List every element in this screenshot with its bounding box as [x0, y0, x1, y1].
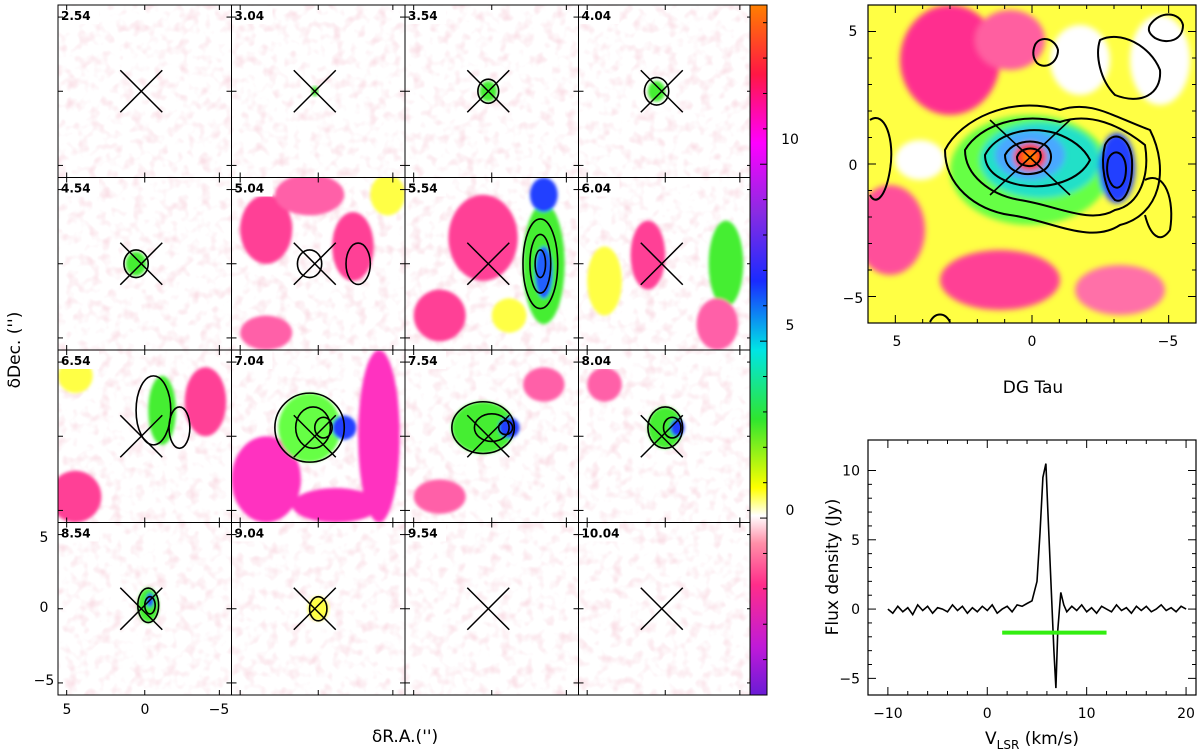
grid-y-label: δDec. ('') — [5, 312, 25, 389]
colorbar-tick-label: 5 — [786, 318, 795, 334]
moment-y-tick: −5 — [843, 291, 864, 307]
velocity-label: 7.04 — [235, 354, 265, 368]
moment-x-tick: −5 — [1158, 334, 1179, 350]
moment-x-tick: 5 — [893, 334, 902, 350]
channel-panel: 8.04 — [579, 350, 753, 523]
velocity-label: 3.54 — [408, 9, 438, 23]
channel-panel: 6.54 — [49, 350, 231, 523]
colorbar-tick-label: 10 — [781, 132, 799, 148]
moment-map-title: DG Tau — [1003, 378, 1063, 398]
grid-y-tick: 0 — [40, 600, 49, 616]
channel-panel: 7.04 — [232, 350, 406, 523]
grid-y-tick: 5 — [40, 530, 49, 546]
spectrum-x-tick: −10 — [873, 706, 903, 722]
velocity-label: 6.04 — [582, 182, 612, 196]
grid-x-tick: 0 — [141, 702, 150, 718]
spectrum-y-tick: 0 — [851, 602, 860, 618]
channel-panel: 8.54 — [58, 523, 232, 696]
channel-panel: 10.04 — [579, 523, 753, 696]
channel-panel: 5.04 — [232, 174, 406, 350]
spectrum-x-tick: 10 — [1078, 706, 1096, 722]
colorbar: 0 5 10 — [750, 5, 799, 695]
channel-panel: 3.04 — [232, 5, 406, 178]
channel-panel: 4.04 — [579, 5, 753, 178]
grid-x-tick: −5 — [209, 702, 230, 718]
figure: 2.54 3.04 3.54 4.04 4.54 5.04 5.54 6.04 6.54 7.04… — [0, 0, 1200, 753]
spectrum-plot: −10 0 10 20 −5 0 5 10 Flux density (Jy) VLSR (k… — [823, 440, 1196, 752]
velocity-label: 2.54 — [61, 9, 91, 23]
velocity-label: 8.04 — [582, 354, 612, 368]
velocity-label: 5.04 — [235, 182, 265, 196]
channel-panel: 4.54 — [58, 178, 232, 351]
spectrum-x-label: VLSR (km/s) — [985, 729, 1079, 752]
velocity-label: 4.54 — [61, 182, 91, 196]
spectrum-x-tick: 20 — [1177, 706, 1195, 722]
channel-panel: 3.54 — [405, 5, 579, 178]
grid-x-label: δR.A.('') — [372, 727, 438, 747]
velocity-label: 5.54 — [408, 182, 438, 196]
channel-panel: 2.54 — [58, 5, 232, 178]
colorbar-gradient — [750, 5, 767, 695]
velocity-label: 3.04 — [235, 9, 265, 23]
spectrum-y-tick: −5 — [839, 671, 860, 687]
spectrum-y-tick: 5 — [851, 533, 860, 549]
moment-y-tick: 0 — [849, 158, 858, 174]
velocity-label: 6.54 — [61, 354, 91, 368]
velocity-label: 4.04 — [582, 9, 612, 23]
channel-panel: 6.04 — [579, 178, 753, 351]
velocity-label: 7.54 — [408, 354, 438, 368]
spectrum-y-label: Flux density (Jy) — [823, 499, 843, 636]
channel-panel: 9.54 — [405, 523, 579, 696]
colorbar-tick-label: 0 — [786, 503, 795, 519]
velocity-label: 9.04 — [235, 527, 265, 541]
channel-grid: 2.54 3.04 3.54 4.04 4.54 5.04 5.54 6.04 6.54 7.04… — [49, 5, 752, 695]
channel-panel: 5.54 — [405, 178, 579, 351]
moment-y-tick: 5 — [849, 24, 858, 40]
velocity-label: 9.54 — [408, 527, 438, 541]
moment-x-tick: 0 — [1028, 334, 1037, 350]
spectrum-y-tick: 10 — [842, 463, 860, 479]
channel-panel: 9.04 — [232, 523, 406, 696]
channel-panel: 7.54 — [405, 350, 579, 523]
spectrum-x-tick: 0 — [983, 706, 992, 722]
grid-x-tick: 5 — [63, 702, 72, 718]
moment-map: 5 0 −5 5 0 −5 DG Tau — [843, 5, 1196, 398]
velocity-label: 8.54 — [61, 527, 91, 541]
grid-y-tick: −5 — [34, 673, 55, 689]
velocity-label: 10.04 — [582, 527, 620, 541]
